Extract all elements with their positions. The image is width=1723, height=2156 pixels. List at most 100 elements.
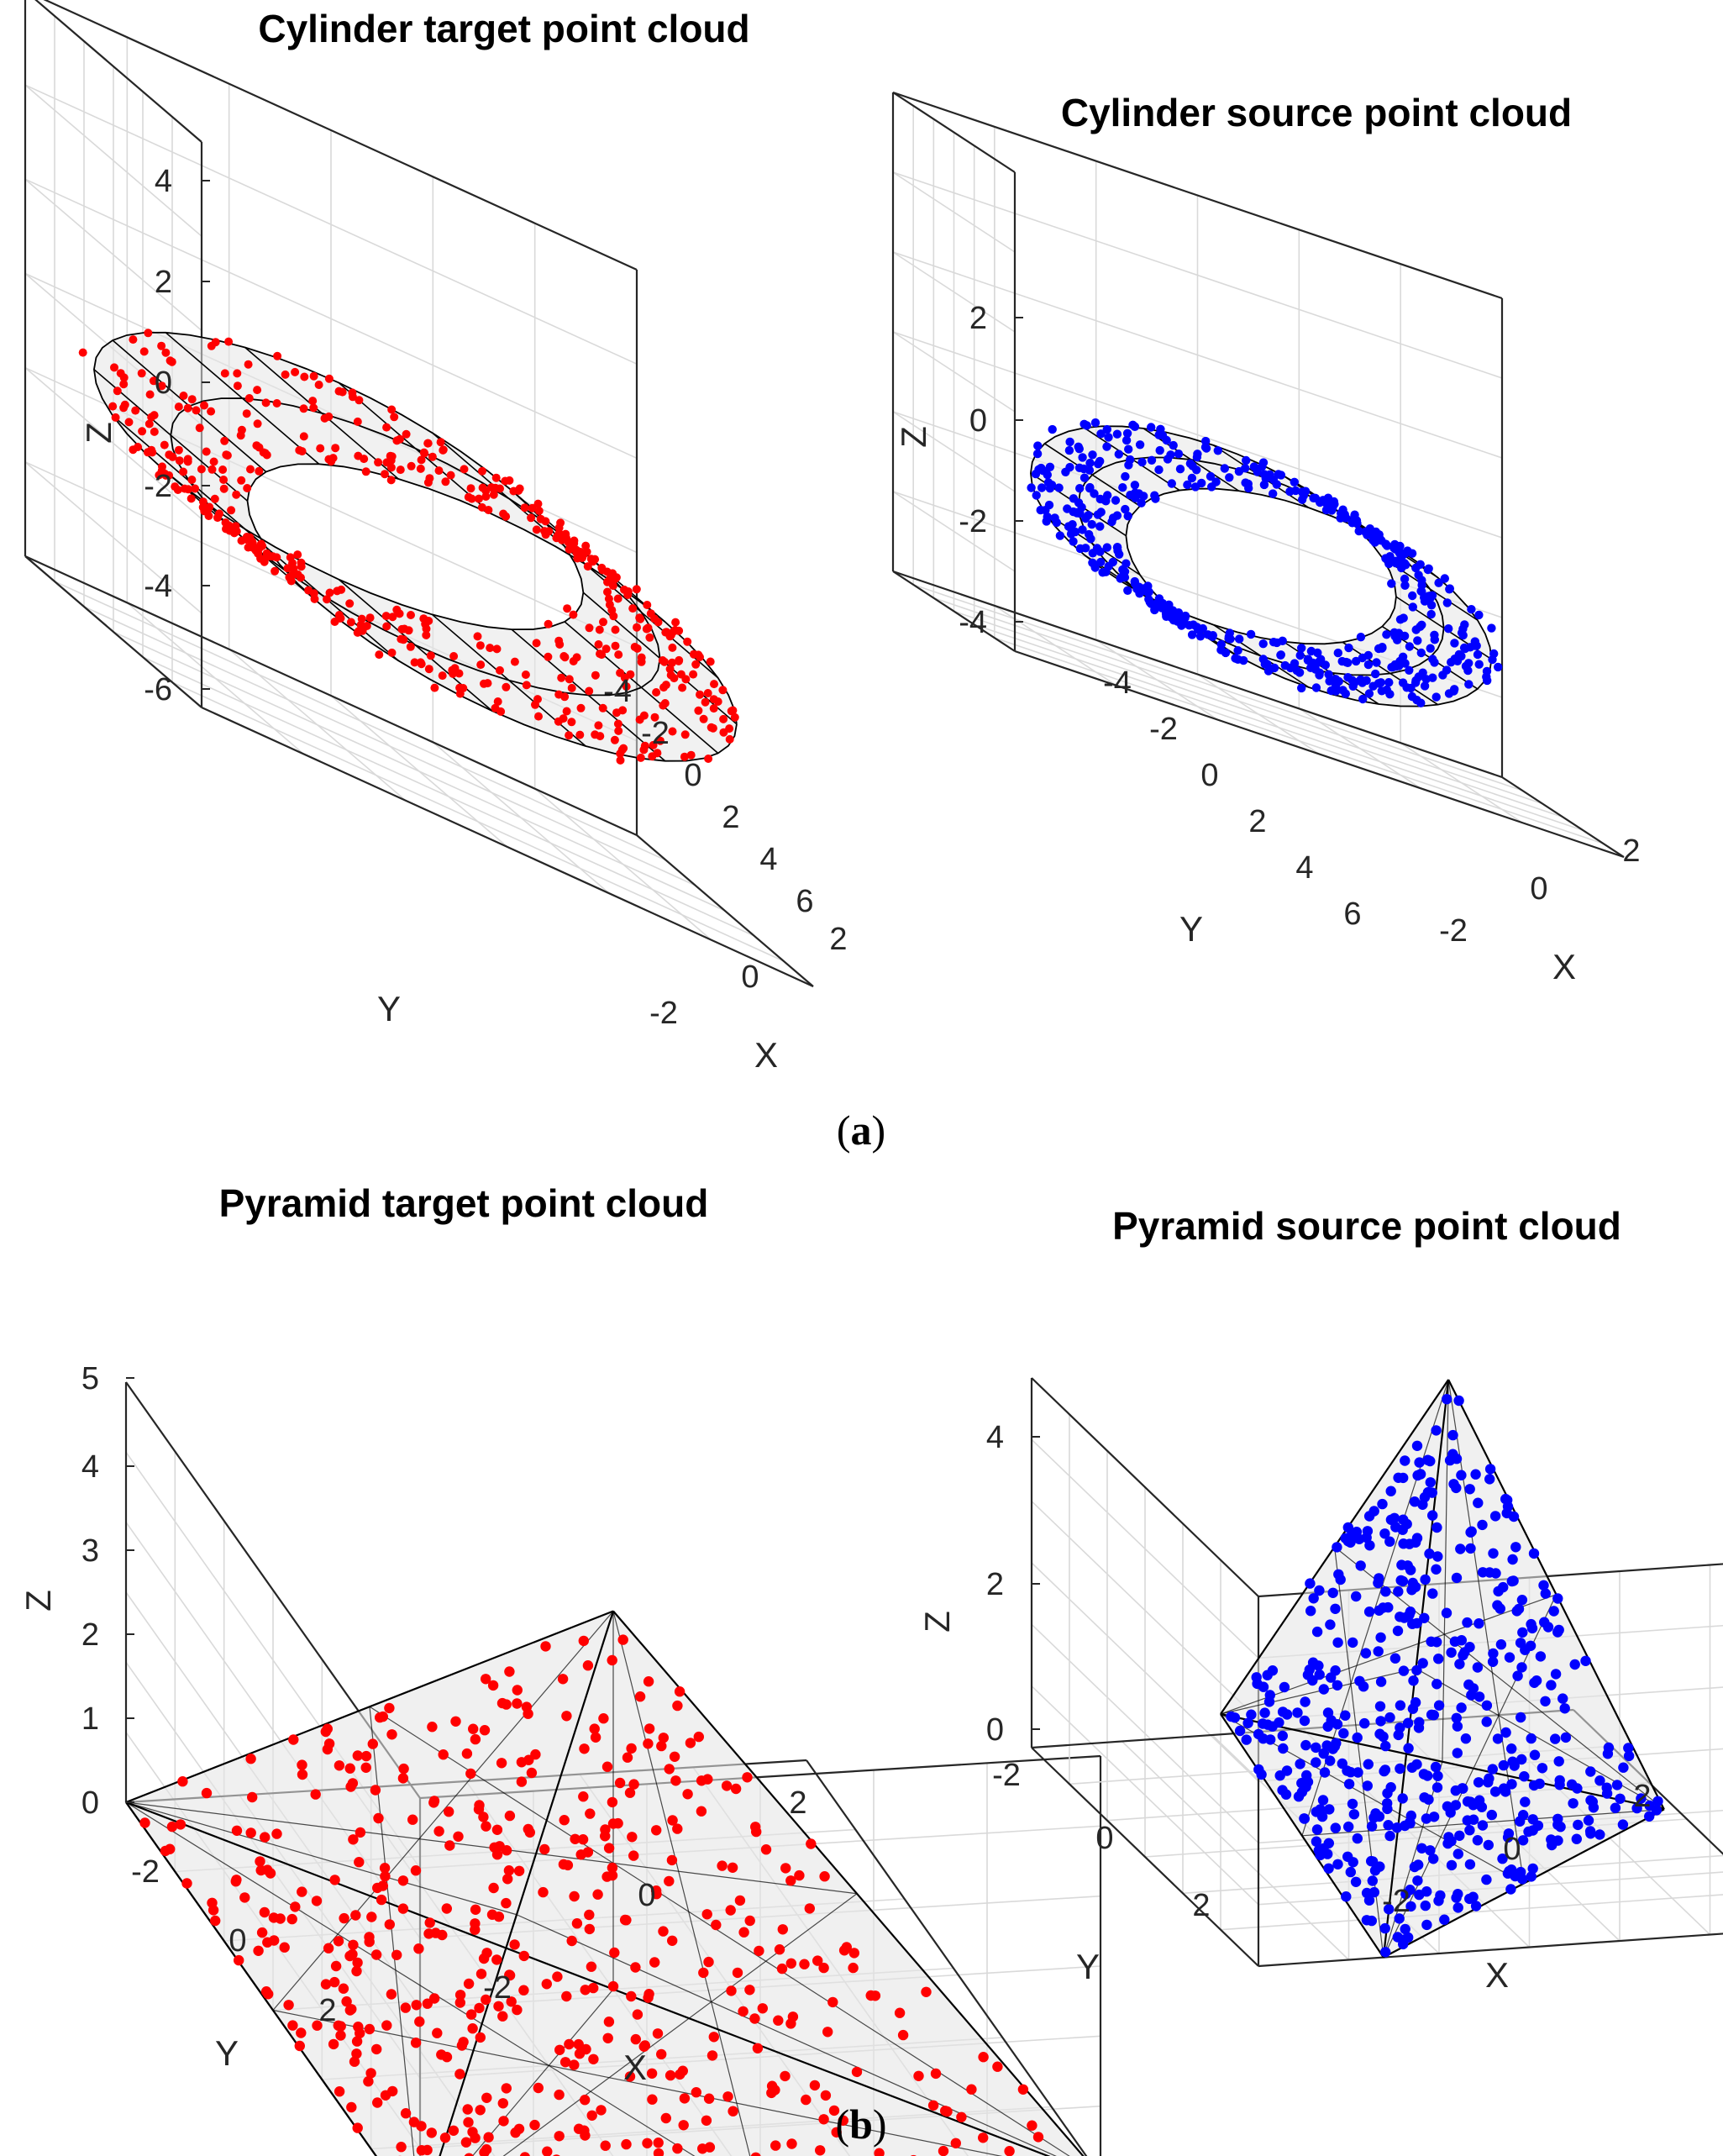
y-tick-label: 0 [1095,1821,1113,1856]
data-point [397,1875,409,1886]
data-point [502,682,511,691]
data-point [1451,1572,1463,1584]
data-point [628,1779,639,1790]
data-point [1368,681,1378,691]
data-point [491,1849,503,1860]
axis-edge [1258,1933,1723,1968]
data-point [1494,662,1503,672]
data-point [398,1763,409,1775]
data-point [706,657,715,666]
data-point [210,494,219,503]
data-point [1517,1627,1528,1638]
data-point [329,1875,340,1885]
data-point [1061,467,1070,476]
data-point [1416,586,1426,596]
data-point [1269,489,1278,498]
data-point [262,1937,273,1948]
data-point [575,1849,586,1860]
data-point [426,651,435,660]
data-point [392,436,402,445]
data-point [335,613,344,623]
data-point [651,1825,662,1836]
data-point [1602,1748,1614,1759]
data-point [1185,621,1194,630]
data-point [1311,1836,1322,1847]
data-point [354,451,363,460]
data-point [1537,1763,1548,1774]
data-point [386,451,395,460]
data-point [1420,1900,1431,1911]
data-point [785,2018,796,2029]
z-tick-label: 0 [986,1712,1004,1748]
data-point [1332,1637,1343,1649]
data-point [1611,1780,1623,1791]
data-point [453,1831,464,1842]
data-point [335,2030,346,2041]
data-point [323,1738,335,1749]
cylinder-generator [564,621,719,755]
data-point [1302,1776,1314,1787]
data-point [696,1775,707,1786]
data-point [539,1843,550,1855]
data-point [1311,493,1320,502]
data-point [1430,630,1439,639]
data-point [262,549,271,558]
data-point [1473,1618,1484,1629]
pyramid-median [612,1611,751,2156]
data-point [744,1985,755,1996]
data-point [1507,1554,1518,1565]
data-point [1201,444,1211,453]
data-point [646,2068,658,2079]
data-point [785,1958,796,1969]
data-point [942,2106,953,2117]
data-point [1506,1779,1517,1790]
y-tick-label: 0 [229,1923,246,1959]
data-point [616,755,625,765]
data-point [205,502,214,512]
data-point [1488,655,1497,665]
data-point [220,436,229,445]
data-point [1278,1743,1289,1754]
data-point [869,1990,881,2001]
data-point [1104,433,1113,442]
data-point [161,348,171,357]
data-point [1379,1765,1389,1777]
data-point [627,1832,638,1843]
data-point [670,1775,681,1786]
data-point [144,329,153,338]
z-tick-label: 2 [155,265,172,300]
pyramid-wireframe [125,1610,1085,2156]
data-point [1241,478,1250,487]
z-tick-label: 4 [155,164,172,199]
data-point [555,640,565,649]
data-point [727,1862,738,1873]
data-point [560,692,570,702]
data-point [496,665,504,675]
data-point [497,2098,508,2109]
data-point [1300,1696,1311,1707]
data-point [606,574,615,583]
data-point [474,2002,485,2014]
data-point [1158,598,1168,608]
chart-title: Pyramid source point cloud [1112,1204,1621,1248]
data-point [701,2115,712,2126]
data-point [396,2142,407,2153]
data-point [1080,473,1090,482]
data-point [371,2043,382,2055]
data-point [467,2127,478,2138]
data-point [506,1996,517,2007]
data-point [304,586,313,595]
data-point [1258,458,1269,467]
data-point [624,1787,636,1798]
data-point [630,1962,641,1973]
z-axis-label: Z [894,426,933,448]
data-point [1610,1802,1621,1813]
data-point [1077,502,1086,512]
y-tick-label: 4 [1295,850,1313,886]
data-point [1017,2084,1029,2095]
data-point [1220,464,1230,473]
data-point [323,1943,334,1954]
data-point [461,1748,473,1759]
data-point [448,2125,460,2136]
data-point [1256,1769,1267,1780]
